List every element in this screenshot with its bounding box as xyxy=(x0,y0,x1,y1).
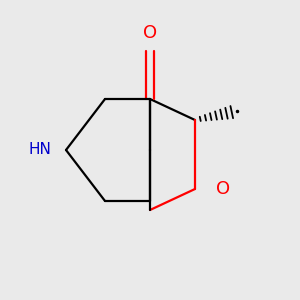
Text: O: O xyxy=(143,24,157,42)
Text: O: O xyxy=(216,180,230,198)
Text: HN: HN xyxy=(28,142,51,158)
